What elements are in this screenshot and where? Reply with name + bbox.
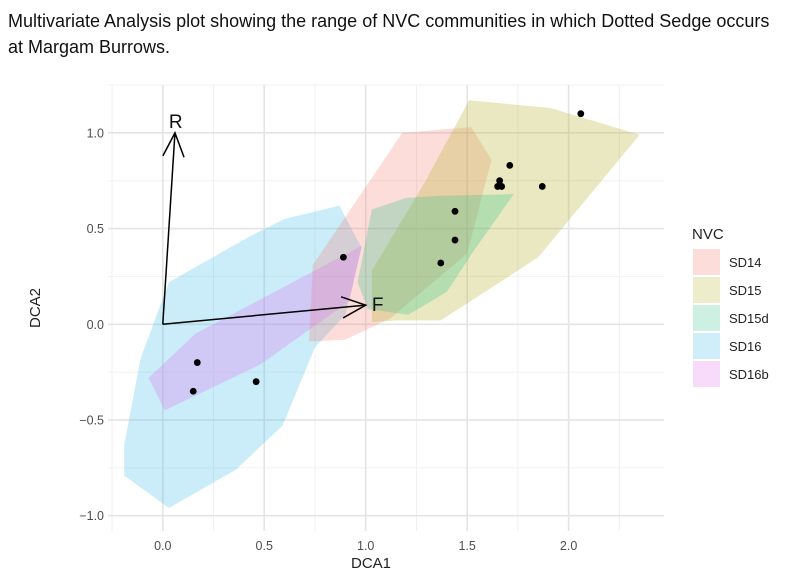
y-axis-ticks: −1.0 −0.5 0.0 0.5 1.0 — [79, 126, 104, 523]
environment-vectors: RF — [162, 112, 384, 326]
data-points — [189, 110, 585, 395]
vector-r-line — [162, 132, 176, 325]
legend-label-sd15d: SD15d — [729, 311, 769, 326]
data-point — [577, 110, 585, 118]
hull-sd16b — [148, 245, 362, 411]
data-point — [538, 183, 546, 190]
legend-key-sd15d — [693, 305, 720, 331]
vector-f-line — [162, 304, 366, 326]
chart-title: Multivariate Analysis plot showing the r… — [8, 11, 770, 57]
data-point — [437, 259, 445, 267]
legend-key-sd15 — [693, 277, 720, 303]
y-tick-label: 1.0 — [87, 126, 104, 140]
legend-key-sd16 — [693, 333, 720, 359]
data-point — [339, 253, 347, 261]
major-gridlines — [108, 85, 664, 531]
y-tick-label: −0.5 — [79, 413, 104, 427]
x-tick-label: 0.5 — [256, 539, 273, 553]
data-point — [498, 183, 506, 190]
y-axis-title: DCA2 — [27, 288, 44, 328]
legend-label-sd16b: SD16b — [729, 367, 769, 382]
vector-f-arrowhead — [340, 296, 368, 319]
y-tick-label: 0.0 — [87, 318, 104, 332]
hull-sd14 — [308, 127, 492, 342]
vector-f-label: F — [372, 295, 384, 316]
hull-sd15d — [357, 194, 514, 315]
y-tick-label: −1.0 — [79, 509, 104, 523]
hull-sd16 — [124, 205, 362, 508]
vector-r-label: R — [169, 112, 183, 133]
x-tick-label: 1.5 — [458, 539, 475, 553]
hull-sd15 — [371, 100, 640, 323]
data-point — [252, 378, 260, 386]
legend-label-sd14: SD14 — [729, 255, 762, 270]
data-point — [496, 177, 504, 185]
legend-key-sd14 — [693, 249, 720, 275]
x-tick-label: 2.0 — [560, 539, 577, 553]
legend-label-sd15: SD15 — [729, 283, 762, 298]
data-point — [451, 236, 459, 244]
vector-r-arrowhead — [162, 131, 185, 158]
x-axis-title: DCA1 — [351, 555, 391, 572]
x-tick-label: 0.0 — [154, 539, 171, 553]
legend: NVC SD14 SD15 SD15d SD16 SD16b — [692, 226, 769, 387]
legend-label-sd16: SD16 — [729, 339, 762, 354]
data-point — [189, 387, 197, 395]
y-tick-label: 0.5 — [87, 222, 104, 236]
data-point — [451, 207, 459, 215]
legend-title: NVC — [692, 226, 724, 243]
data-point — [506, 161, 514, 169]
legend-key-sd16b — [693, 361, 720, 387]
plot-panel — [108, 85, 664, 531]
x-tick-label: 1.0 — [357, 539, 374, 553]
x-axis-ticks: 0.0 0.5 1.0 1.5 2.0 — [154, 539, 577, 553]
minor-gridlines — [108, 84, 664, 531]
data-point — [193, 359, 201, 366]
community-hulls — [124, 100, 640, 508]
